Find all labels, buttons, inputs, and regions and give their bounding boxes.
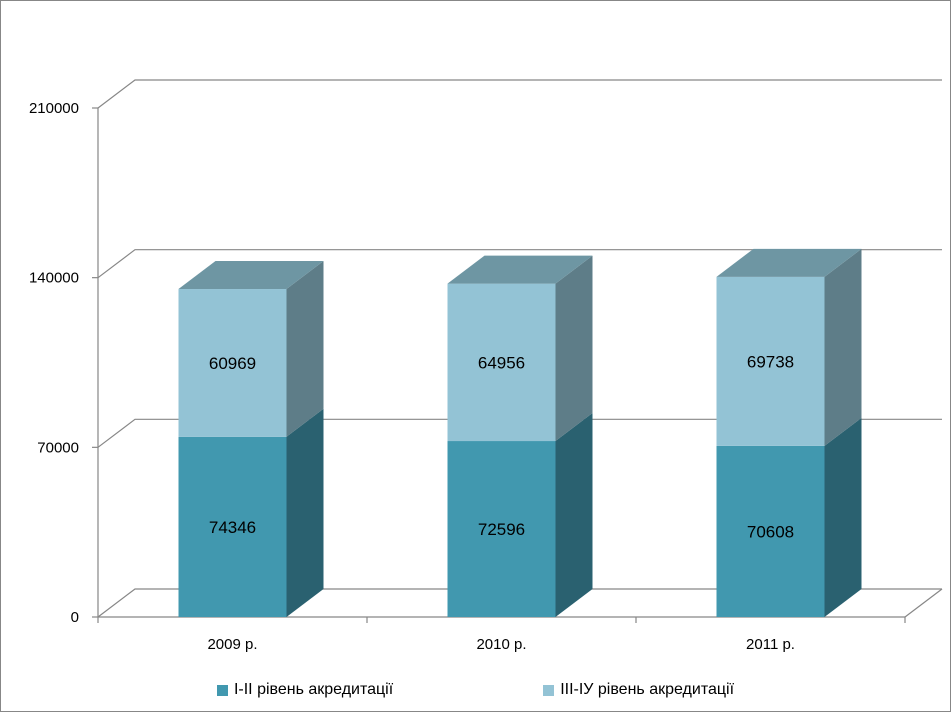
bar-side-s1-c2 (555, 413, 593, 617)
data-label-s2-c1: 60969 (209, 354, 256, 373)
bar-top-c1 (178, 261, 324, 290)
data-label-s2-c2: 64956 (478, 353, 525, 372)
legend-item-series-2: III-IУ рівень акредитації (543, 681, 734, 699)
x-tick-label: 2009 р. (207, 636, 257, 653)
y-tick-label: 0 (71, 609, 79, 626)
bar-side-s1-c1 (286, 408, 324, 617)
bar-side-s2-c2 (555, 255, 593, 442)
bar-front-s2-c3 (716, 276, 825, 446)
legend-label-series-2: III-IУ рівень акредитації (560, 681, 735, 698)
gridline (97, 79, 942, 109)
y-tick-label: 140000 (29, 270, 79, 287)
data-labels: 74346 60969 72596 64956 70608 69738 (209, 352, 794, 541)
legend-item-series-1: I-II рівень акредитації (216, 681, 394, 699)
bar-top-c2 (447, 255, 593, 284)
data-label-s1-c2: 72596 (478, 520, 525, 539)
y-tick-label: 70000 (37, 439, 79, 456)
legend: I-II рівень акредитації III-IУ рівень ак… (0, 676, 951, 704)
gridline (97, 418, 942, 448)
bar-side-s1-c3 (824, 417, 862, 617)
bar-front-s1-c2 (447, 441, 556, 617)
bar-top-c3 (716, 248, 862, 277)
bars (178, 248, 862, 617)
gridlines (97, 79, 943, 618)
y-tick-label: 210000 (29, 100, 79, 117)
data-label-s1-c1: 74346 (209, 518, 256, 537)
x-tick-label: 2010 р. (476, 636, 526, 653)
bar-front-s2-c1 (178, 289, 287, 437)
y-axis-ticks: 0 70000 140000 210000 (29, 100, 79, 626)
gridline (97, 588, 942, 618)
data-label-s2-c3: 69738 (747, 352, 794, 371)
legend-label-series-1: I-II рівень акредитації (233, 681, 394, 698)
data-label-s1-c3: 70608 (747, 522, 794, 541)
bar-front-s1-c1 (178, 436, 287, 617)
bar-front-s2-c2 (447, 283, 556, 442)
floor-edge (904, 588, 943, 618)
bar-front-s1-c3 (716, 445, 825, 617)
x-axis-ticks: 2009 р. 2010 р. 2011 р. (207, 636, 794, 653)
legend-swatch-series-1 (216, 684, 228, 696)
bar-side-s2-c3 (824, 248, 862, 446)
legend-swatch-series-2 (543, 684, 555, 696)
gridline (97, 249, 942, 279)
x-tick-label: 2011 р. (746, 636, 795, 653)
bar-side-s2-c1 (286, 261, 324, 437)
